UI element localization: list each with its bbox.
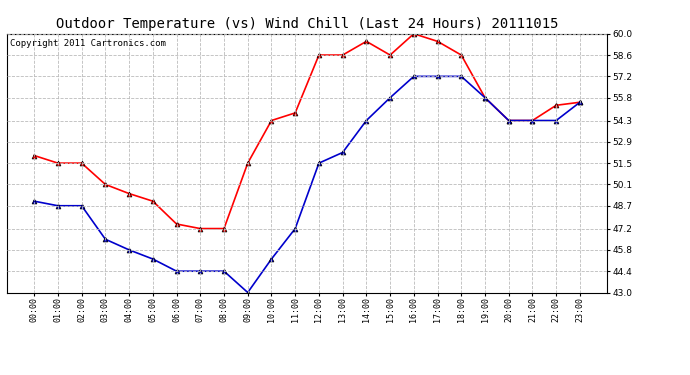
Text: Copyright 2011 Cartronics.com: Copyright 2011 Cartronics.com (10, 39, 166, 48)
Title: Outdoor Temperature (vs) Wind Chill (Last 24 Hours) 20111015: Outdoor Temperature (vs) Wind Chill (Las… (56, 17, 558, 31)
